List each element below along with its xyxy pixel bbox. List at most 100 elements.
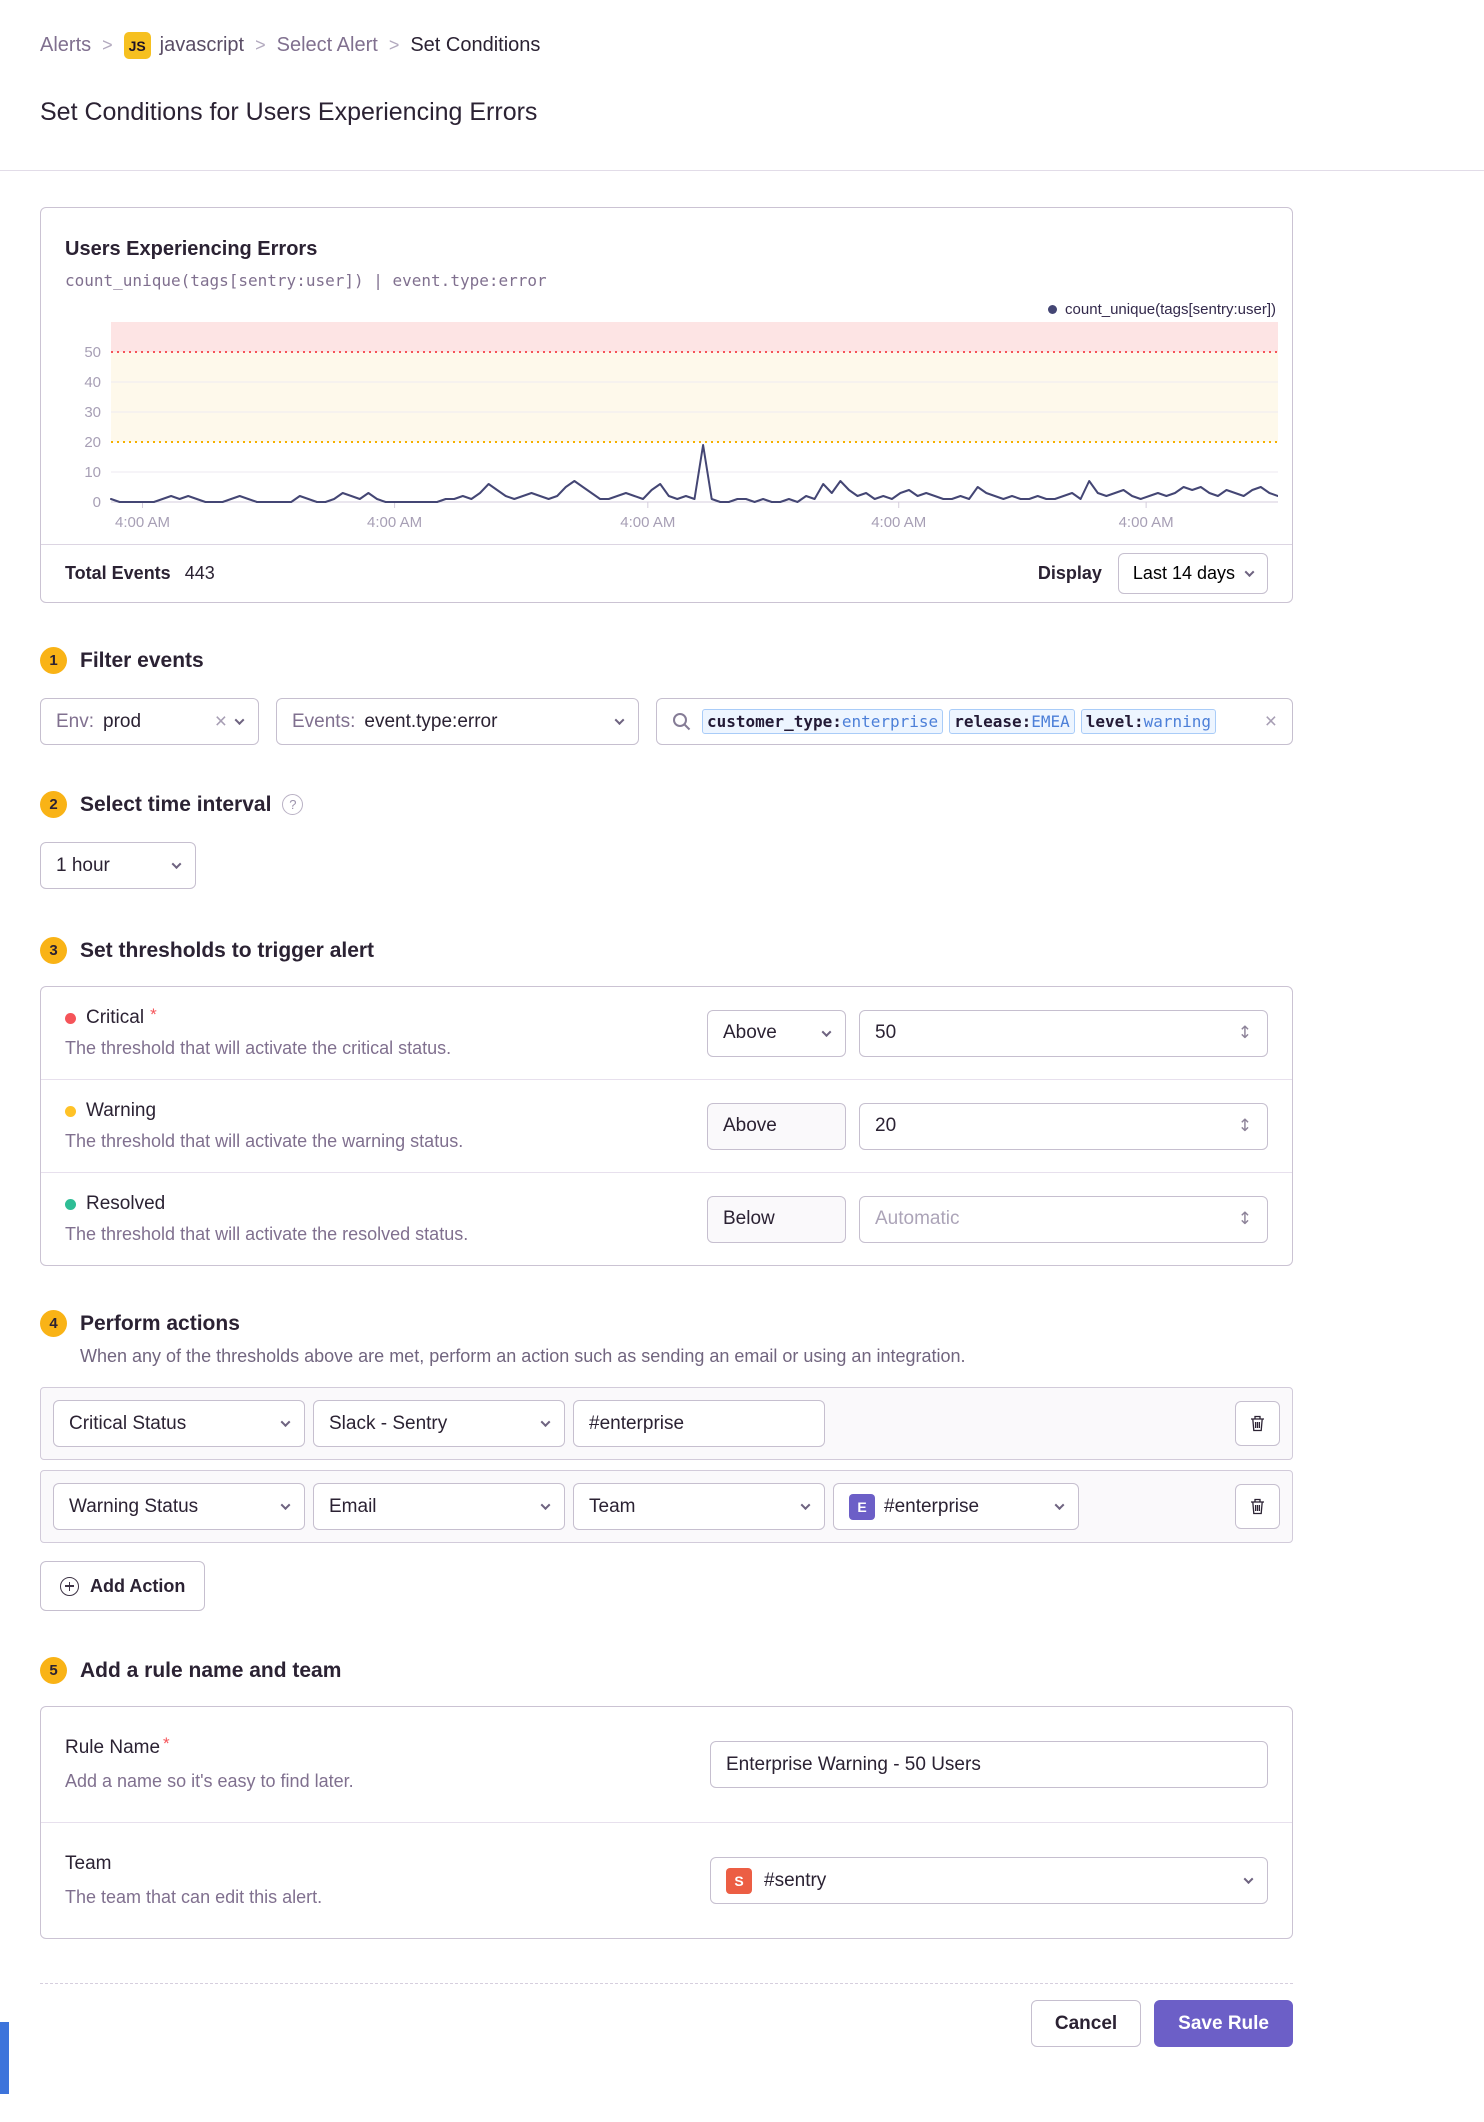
cancel-button[interactable]: Cancel <box>1030 2000 1142 2047</box>
section-filter-events: 1 Filter events Env: prod × Events: even… <box>40 647 1293 745</box>
event-types-select-label: Events: <box>292 710 356 732</box>
chart-footer: Total Events 443 Display Last 14 days <box>41 544 1292 602</box>
svg-text:4:00 AM: 4:00 AM <box>115 514 170 531</box>
svg-text:0: 0 <box>93 494 101 511</box>
help-icon[interactable]: ? <box>282 794 304 815</box>
section-actions-title: Perform actions <box>80 1311 240 1335</box>
token-key: level: <box>1085 712 1144 731</box>
event-types-select-value: event.type:error <box>364 710 498 732</box>
required-asterisk: * <box>150 1005 157 1024</box>
warning-threshold-input[interactable]: 20 ↕ <box>859 1102 1268 1150</box>
time-interval-select[interactable]: 1 hour <box>40 842 196 889</box>
svg-text:4:00 AM: 4:00 AM <box>871 514 926 531</box>
breadcrumb-separator-icon: > <box>388 35 400 55</box>
legend-series-label: count_unique(tags[sentry:user]) <box>1065 300 1276 318</box>
stepper-icon[interactable]: ↕ <box>1237 1209 1252 1229</box>
breadcrumb-alerts[interactable]: Alerts <box>40 34 92 56</box>
search-token[interactable]: release: EMEA <box>949 709 1075 734</box>
breadcrumb-select-alert[interactable]: Select Alert <box>276 34 378 56</box>
total-events-value: 443 <box>184 563 215 583</box>
add-action-button[interactable]: Add Action <box>40 1561 206 1611</box>
breadcrumb-separator-icon: > <box>102 35 113 55</box>
warning-operator-button[interactable]: Above <box>707 1102 846 1150</box>
action-target-type-select[interactable]: Team <box>573 1483 825 1530</box>
action-row-critical: Critical Status Slack - Sentry #enterpri… <box>40 1387 1293 1460</box>
critical-threshold-row: Critical * The threshold that will activ… <box>41 987 1292 1079</box>
action-channel-input[interactable]: #enterprise <box>573 1400 825 1447</box>
docked-sidebar-sliver[interactable] <box>0 2022 9 2094</box>
section-thresholds: 3 Set thresholds to trigger alert Critic… <box>40 937 1293 1266</box>
rule-name-input[interactable]: Enterprise Warning - 50 Users <box>710 1741 1268 1788</box>
action-trigger-value: Critical Status <box>69 1412 187 1434</box>
plus-icon <box>60 1576 79 1596</box>
rule-name-row: Rule Name * Add a name so it's easy to f… <box>41 1707 1292 1822</box>
breadcrumb-separator-icon: > <box>255 35 266 55</box>
critical-threshold-input[interactable]: 50 ↕ <box>859 1009 1268 1057</box>
footer-actions: Cancel Save Rule <box>40 2000 1293 2047</box>
breadcrumb-project[interactable]: javascript <box>159 34 245 56</box>
display-label: Display <box>1037 563 1102 583</box>
resolved-label: Resolved <box>86 1193 166 1214</box>
action-service-select[interactable]: Slack - Sentry <box>313 1400 565 1447</box>
chevron-down-icon <box>1054 1500 1065 1511</box>
critical-threshold-value: 50 <box>875 1022 897 1043</box>
section-filter-title: Filter events <box>80 648 204 672</box>
search-token[interactable]: customer_type: enterprise <box>702 709 944 734</box>
stepper-icon[interactable]: ↕ <box>1237 1116 1252 1136</box>
delete-action-button[interactable] <box>1235 1484 1280 1529</box>
alert-chart: 0 10 20 30 40 50 4:00 AM 4:00 AM 4:00 AM 4:00 AM 4… <box>84 322 1278 531</box>
team-select[interactable]: S #sentry <box>710 1857 1268 1904</box>
action-team-select[interactable]: E #enterprise <box>833 1483 1079 1530</box>
filter-search-input[interactable]: customer_type: enterprise release: EMEA le… <box>656 698 1293 745</box>
resolved-threshold-input[interactable]: Automatic ↕ <box>859 1195 1268 1243</box>
warning-threshold-row: Warning The threshold that will activate… <box>41 1079 1292 1172</box>
page-title: Set Conditions for Users Experiencing Er… <box>40 98 538 126</box>
chevron-down-icon <box>540 1500 551 1511</box>
chevron-down-icon <box>1244 567 1255 578</box>
section-interval-title: Select time interval <box>80 792 272 816</box>
resolved-threshold-placeholder: Automatic <box>875 1208 960 1229</box>
javascript-project-icon: JS <box>123 32 151 59</box>
search-icon <box>673 713 691 731</box>
token-value: EMEA <box>1031 712 1070 731</box>
event-types-select[interactable]: Events: event.type:error <box>276 698 639 745</box>
chevron-down-icon <box>234 715 245 726</box>
svg-text:30: 30 <box>84 404 101 421</box>
resolved-operator-button[interactable]: Below <box>707 1195 846 1243</box>
stepper-icon[interactable]: ↕ <box>1237 1023 1252 1043</box>
total-events-label: Total Events <box>65 563 171 583</box>
chevron-down-icon <box>821 1026 832 1037</box>
clear-environment-icon[interactable]: × <box>214 710 227 733</box>
svg-text:50: 50 <box>84 344 101 361</box>
team-description: The team that can edit this alert. <box>65 1887 323 1907</box>
display-range-select[interactable]: Last 14 days <box>1117 553 1268 594</box>
step-5-badge: 5 <box>40 1657 67 1684</box>
chart-legend: count_unique(tags[sentry:user]) <box>41 296 1292 322</box>
display-range-value: Last 14 days <box>1132 563 1235 583</box>
step-4-badge: 4 <box>40 1310 67 1337</box>
resolved-operator-value: Below <box>723 1208 775 1229</box>
action-trigger-select[interactable]: Critical Status <box>53 1400 305 1447</box>
step-1-badge: 1 <box>40 647 67 674</box>
environment-select[interactable]: Env: prod × <box>40 698 259 745</box>
action-trigger-select[interactable]: Warning Status <box>53 1483 305 1530</box>
clear-search-icon[interactable]: × <box>1264 710 1277 733</box>
rule-name-description: Add a name so it's easy to find later. <box>65 1771 354 1791</box>
action-team-value: #enterprise <box>884 1495 980 1517</box>
save-rule-button[interactable]: Save Rule <box>1154 2000 1293 2047</box>
rule-name-label: Rule Name <box>65 1737 161 1758</box>
svg-text:4:00 AM: 4:00 AM <box>1119 514 1174 531</box>
critical-operator-select[interactable]: Above <box>707 1009 846 1057</box>
svg-text:20: 20 <box>84 434 101 451</box>
action-service-select[interactable]: Email <box>313 1483 565 1530</box>
search-token[interactable]: level: warning <box>1080 709 1217 734</box>
warning-status-dot <box>65 1105 76 1117</box>
chevron-down-icon <box>280 1417 291 1428</box>
required-asterisk: * <box>163 1734 170 1753</box>
delete-action-button[interactable] <box>1235 1401 1280 1446</box>
action-channel-value: #enterprise <box>589 1412 685 1434</box>
environment-select-value: prod <box>103 710 142 732</box>
warning-label: Warning <box>86 1100 157 1121</box>
svg-text:4:00 AM: 4:00 AM <box>367 514 422 531</box>
token-key: release: <box>954 712 1032 731</box>
